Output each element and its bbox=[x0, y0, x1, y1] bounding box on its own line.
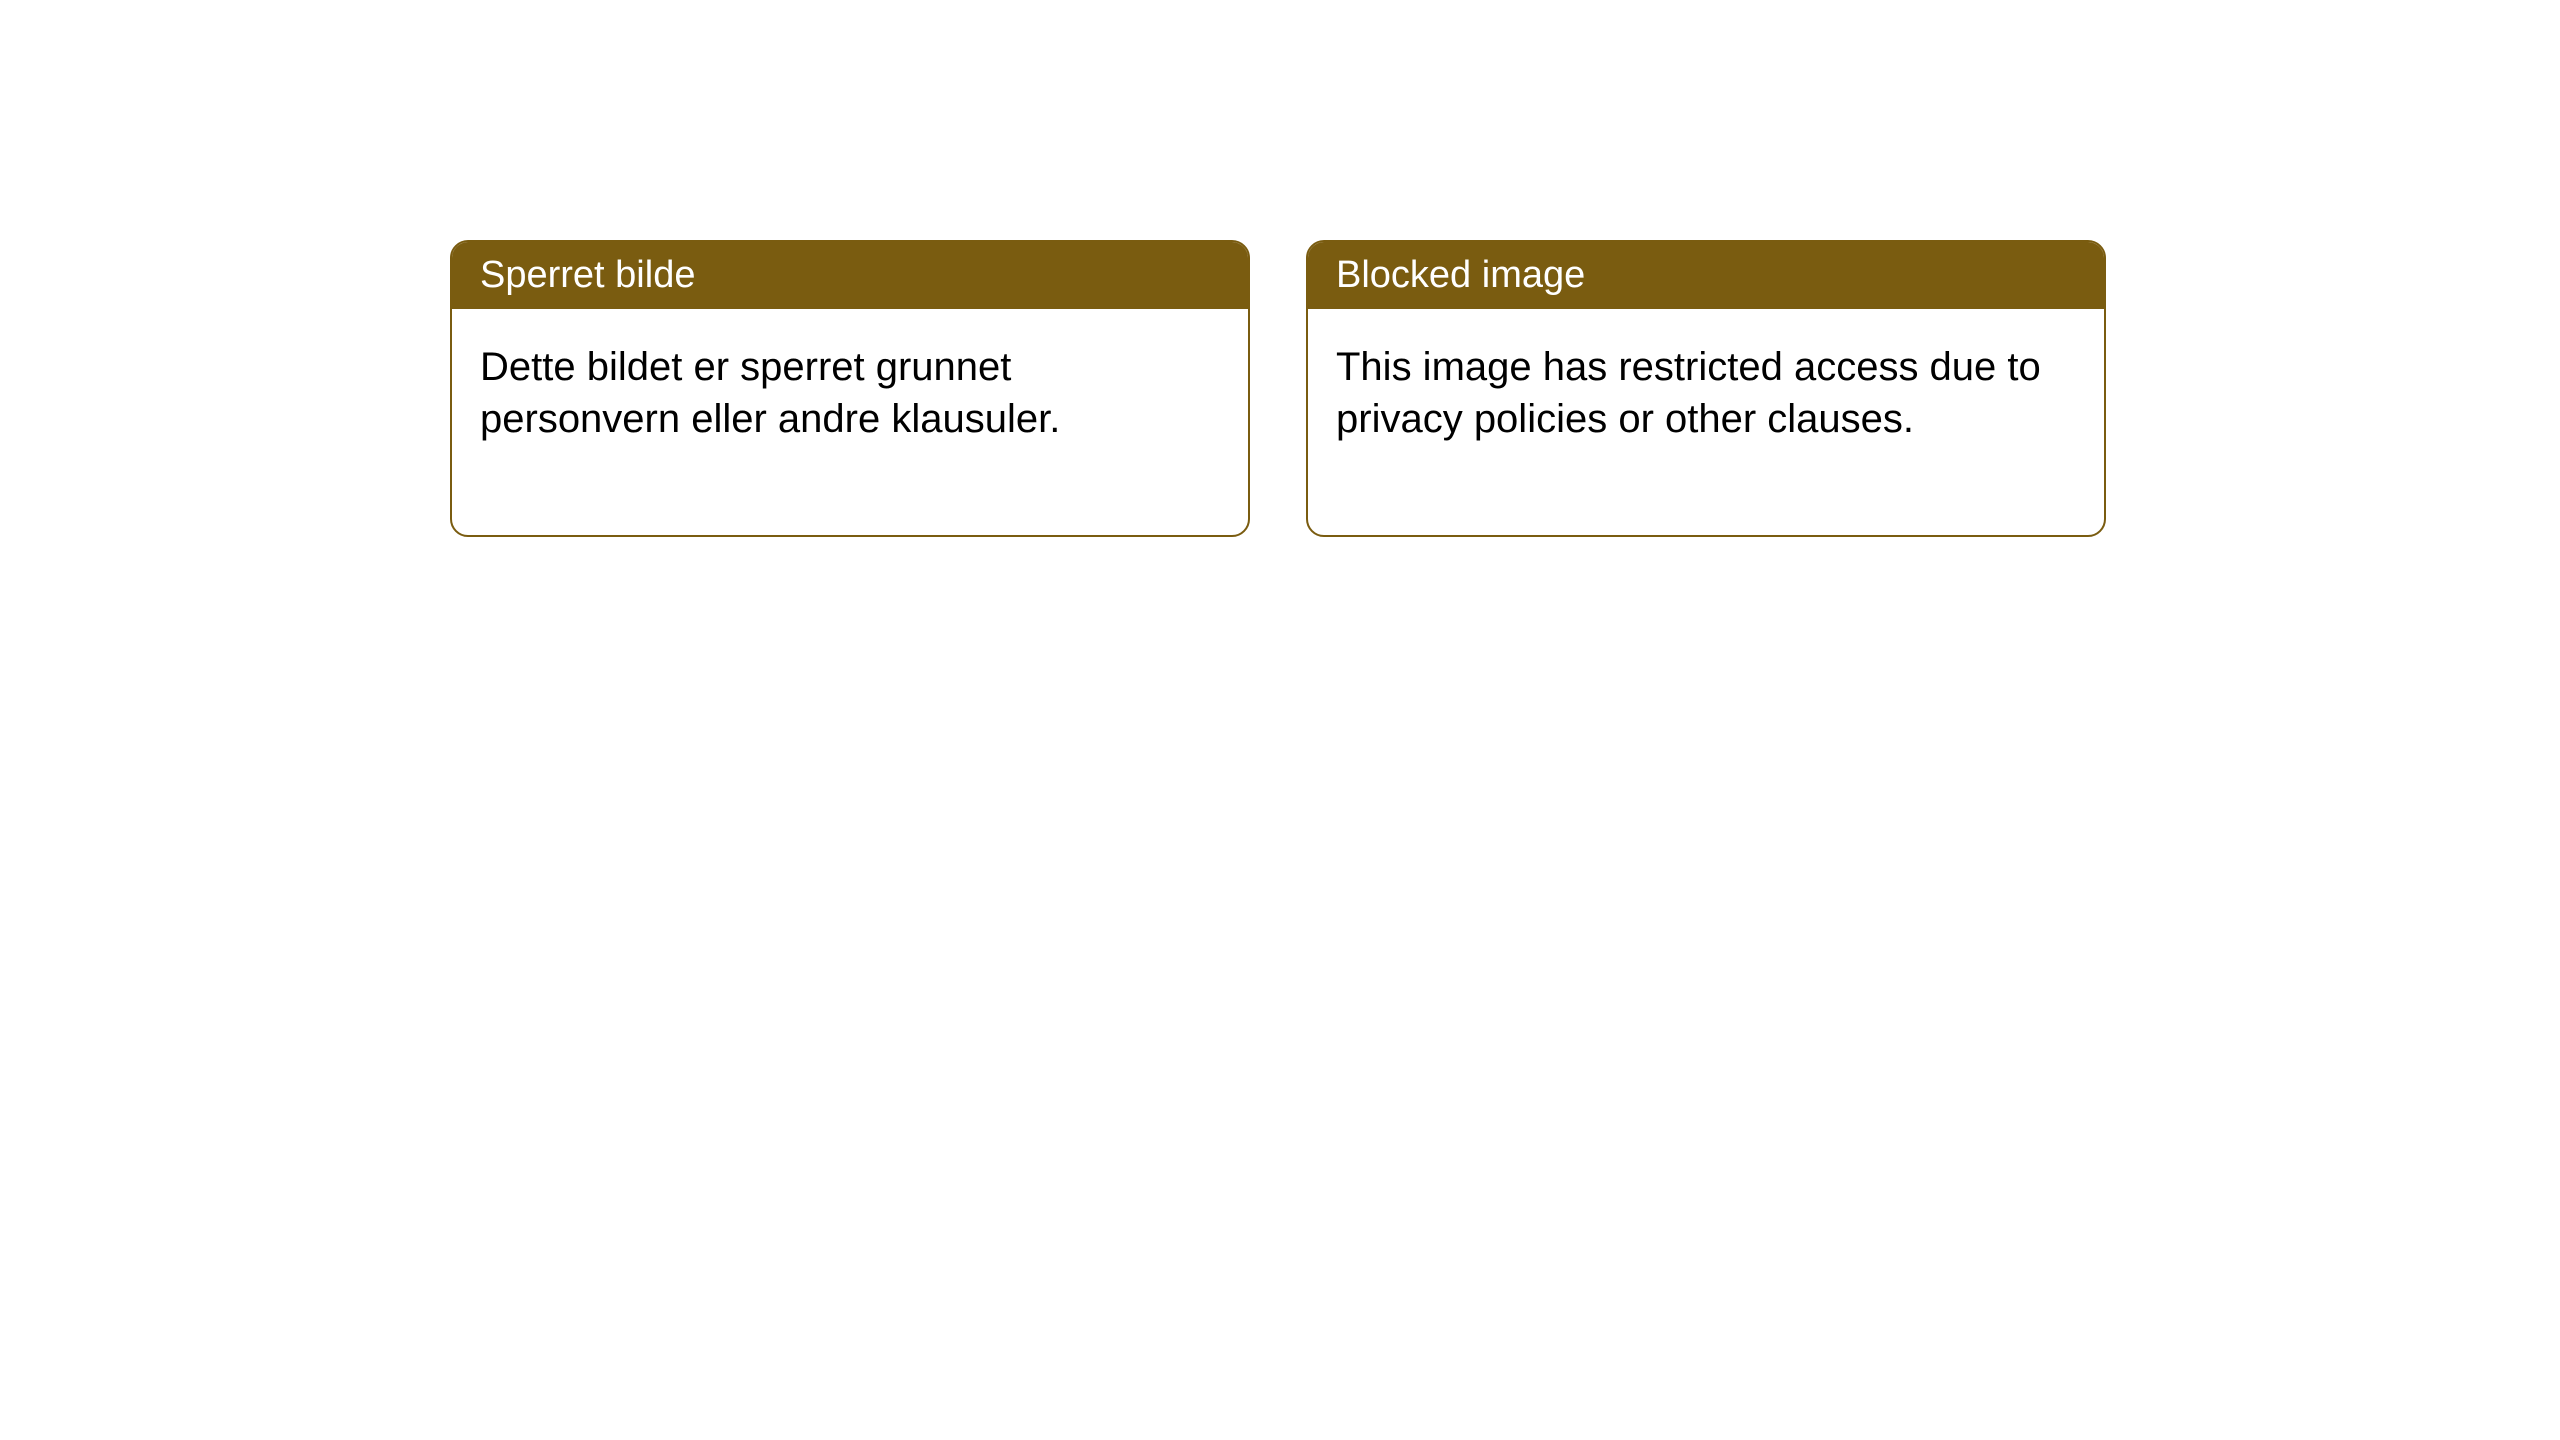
card-title: Sperret bilde bbox=[480, 254, 695, 296]
card-header: Blocked image bbox=[1308, 242, 2104, 309]
card-body-text: This image has restricted access due to … bbox=[1336, 345, 2041, 441]
card-body: This image has restricted access due to … bbox=[1308, 309, 2104, 535]
notice-card-english: Blocked image This image has restricted … bbox=[1306, 240, 2106, 537]
card-body-text: Dette bildet er sperret grunnet personve… bbox=[480, 345, 1060, 441]
card-title: Blocked image bbox=[1336, 254, 1585, 296]
card-header: Sperret bilde bbox=[452, 242, 1248, 309]
card-body: Dette bildet er sperret grunnet personve… bbox=[452, 309, 1248, 535]
notice-card-norwegian: Sperret bilde Dette bildet er sperret gr… bbox=[450, 240, 1250, 537]
notice-container: Sperret bilde Dette bildet er sperret gr… bbox=[450, 240, 2106, 537]
